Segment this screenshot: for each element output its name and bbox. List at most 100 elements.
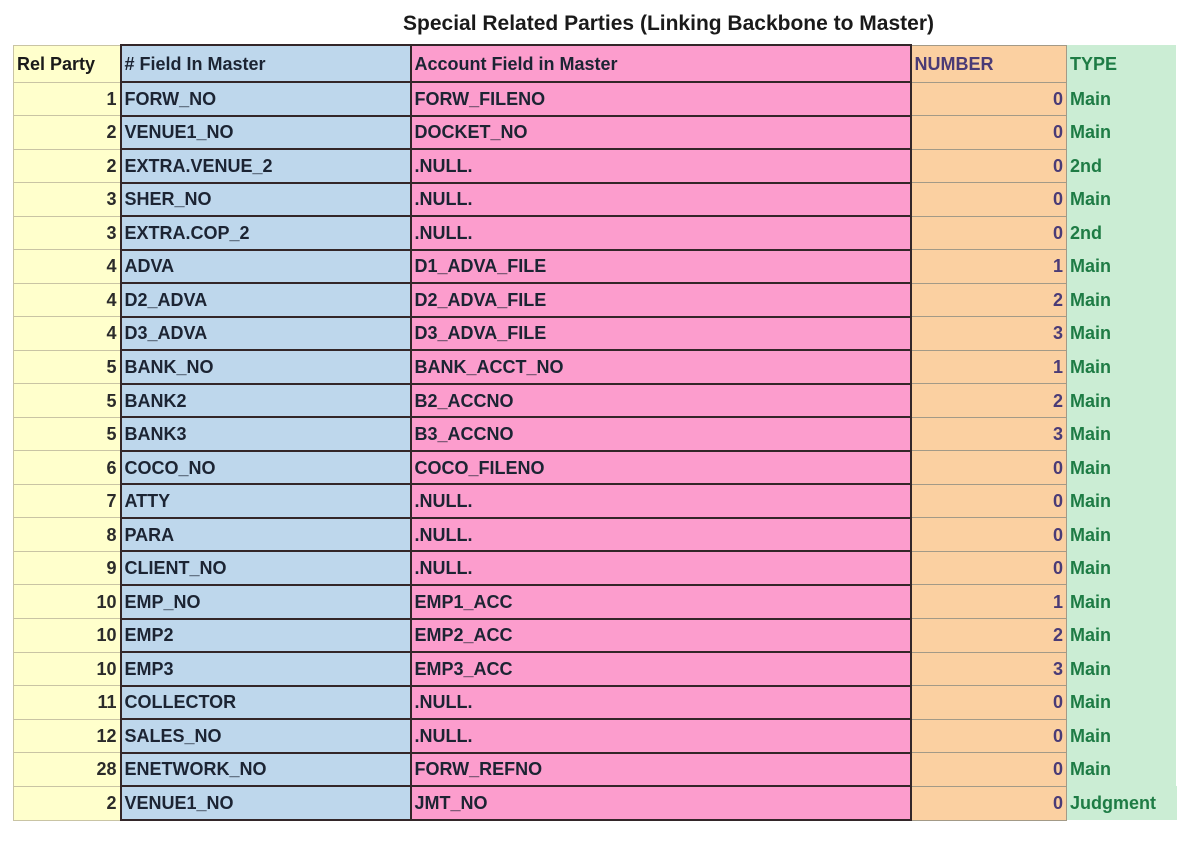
account-field-cell[interactable]: D2_ADVA_FILE — [409, 282, 912, 318]
rel-party-cell[interactable]: 11 — [13, 685, 121, 720]
account-field-cell[interactable]: .NULL. — [409, 516, 912, 553]
rel-party-cell[interactable]: 6 — [13, 450, 121, 485]
number-cell[interactable]: 0 — [910, 685, 1067, 720]
type-cell[interactable]: Main — [1066, 618, 1177, 653]
type-cell[interactable]: Main — [1066, 115, 1177, 150]
rel-party-cell[interactable]: 10 — [13, 618, 121, 653]
type-cell[interactable]: Main — [1066, 350, 1177, 384]
type-cell[interactable]: Main — [1066, 316, 1177, 351]
account-field-cell[interactable]: BANK_ACCT_NO — [409, 349, 912, 385]
number-cell[interactable]: 0 — [910, 148, 1067, 184]
rel-party-cell[interactable]: 3 — [13, 215, 121, 251]
field-in-master-cell[interactable]: COLLECTOR — [119, 684, 412, 721]
field-in-master-cell[interactable]: VENUE1_NO — [119, 785, 412, 821]
number-cell[interactable]: 0 — [910, 517, 1067, 552]
number-cell[interactable]: 1 — [910, 249, 1067, 284]
number-cell[interactable]: 0 — [910, 483, 1067, 519]
number-cell[interactable]: 0 — [910, 752, 1067, 787]
field-in-master-cell[interactable]: PARA — [119, 516, 412, 553]
field-in-master-cell[interactable]: ENETWORK_NO — [119, 751, 412, 788]
rel-party-cell[interactable]: 2 — [13, 785, 121, 821]
number-cell[interactable]: 1 — [910, 349, 1067, 385]
field-in-master-cell[interactable]: SHER_NO — [119, 181, 412, 218]
number-cell[interactable]: 0 — [910, 450, 1067, 485]
number-cell[interactable]: 1 — [910, 584, 1067, 619]
account-field-cell[interactable]: EMP1_ACC — [409, 583, 912, 620]
type-cell[interactable]: Main — [1066, 417, 1177, 451]
account-field-cell[interactable]: JMT_NO — [409, 785, 912, 821]
account-field-cell[interactable]: .NULL. — [409, 684, 912, 721]
rel-party-cell[interactable]: 4 — [13, 249, 121, 284]
field-in-master-cell[interactable]: COCO_NO — [119, 449, 412, 486]
type-cell[interactable]: Main — [1066, 719, 1177, 753]
rel-party-cell[interactable]: 8 — [13, 517, 121, 552]
account-field-cell[interactable]: .NULL. — [409, 718, 912, 754]
account-field-cell[interactable]: .NULL. — [409, 215, 912, 251]
number-cell[interactable]: 0 — [910, 550, 1067, 586]
rel-party-cell[interactable]: 5 — [13, 349, 121, 385]
rel-party-cell[interactable]: 4 — [13, 282, 121, 318]
rel-party-cell[interactable]: 10 — [13, 651, 121, 687]
field-in-master-cell[interactable]: EMP_NO — [119, 583, 412, 620]
number-cell[interactable]: 3 — [910, 651, 1067, 687]
number-cell[interactable]: 3 — [910, 416, 1067, 452]
account-field-cell[interactable]: FORW_REFNO — [409, 751, 912, 788]
rel-party-cell[interactable]: 5 — [13, 416, 121, 452]
type-cell[interactable]: Main — [1066, 249, 1177, 284]
header-number[interactable]: NUMBER — [910, 44, 1067, 83]
field-in-master-cell[interactable]: D2_ADVA — [119, 282, 412, 318]
number-cell[interactable]: 0 — [910, 182, 1067, 217]
field-in-master-cell[interactable]: CLIENT_NO — [119, 550, 412, 586]
account-field-cell[interactable]: EMP3_ACC — [409, 651, 912, 687]
field-in-master-cell[interactable]: D3_ADVA — [119, 315, 412, 352]
type-cell[interactable]: Main — [1066, 182, 1177, 217]
field-in-master-cell[interactable]: ATTY — [119, 483, 412, 519]
type-cell[interactable]: Main — [1066, 450, 1177, 485]
account-field-cell[interactable]: .NULL. — [409, 483, 912, 519]
header-rel-party[interactable]: Rel Party — [13, 44, 121, 83]
field-in-master-cell[interactable]: BANK3 — [119, 416, 412, 452]
rel-party-cell[interactable]: 7 — [13, 483, 121, 519]
field-in-master-cell[interactable]: ADVA — [119, 248, 412, 285]
account-field-cell[interactable]: B3_ACCNO — [409, 416, 912, 452]
type-cell[interactable]: 2nd — [1066, 216, 1177, 250]
rel-party-cell[interactable]: 9 — [13, 550, 121, 586]
field-in-master-cell[interactable]: EMP2 — [119, 617, 412, 654]
header-account-field[interactable]: Account Field in Master — [409, 44, 912, 83]
header-type[interactable]: TYPE — [1066, 45, 1177, 82]
account-field-cell[interactable]: D1_ADVA_FILE — [409, 248, 912, 285]
number-cell[interactable]: 3 — [910, 316, 1067, 351]
field-in-master-cell[interactable]: VENUE1_NO — [119, 114, 412, 151]
number-cell[interactable]: 2 — [910, 282, 1067, 318]
rel-party-cell[interactable]: 2 — [13, 148, 121, 184]
rel-party-cell[interactable]: 3 — [13, 182, 121, 217]
account-field-cell[interactable]: .NULL. — [409, 550, 912, 586]
account-field-cell[interactable]: .NULL. — [409, 148, 912, 184]
field-in-master-cell[interactable]: SALES_NO — [119, 718, 412, 754]
account-field-cell[interactable]: EMP2_ACC — [409, 617, 912, 654]
field-in-master-cell[interactable]: EMP3 — [119, 651, 412, 687]
type-cell[interactable]: Main — [1066, 82, 1177, 116]
rel-party-cell[interactable]: 12 — [13, 718, 121, 754]
header-field-in-master[interactable]: # Field In Master — [119, 44, 412, 83]
field-in-master-cell[interactable]: FORW_NO — [119, 81, 412, 117]
type-cell[interactable]: Main — [1066, 484, 1177, 518]
rel-party-cell[interactable]: 4 — [13, 316, 121, 351]
account-field-cell[interactable]: FORW_FILENO — [409, 81, 912, 117]
type-cell[interactable]: Main — [1066, 652, 1177, 686]
field-in-master-cell[interactable]: EXTRA.COP_2 — [119, 215, 412, 251]
rel-party-cell[interactable]: 5 — [13, 383, 121, 418]
rel-party-cell[interactable]: 28 — [13, 752, 121, 787]
number-cell[interactable]: 0 — [910, 718, 1067, 754]
rel-party-cell[interactable]: 2 — [13, 115, 121, 150]
account-field-cell[interactable]: .NULL. — [409, 181, 912, 218]
account-field-cell[interactable]: COCO_FILENO — [409, 449, 912, 486]
number-cell[interactable]: 2 — [910, 383, 1067, 418]
type-cell[interactable]: Main — [1066, 752, 1177, 787]
type-cell[interactable]: Main — [1066, 551, 1177, 585]
field-in-master-cell[interactable]: BANK_NO — [119, 349, 412, 385]
account-field-cell[interactable]: DOCKET_NO — [409, 114, 912, 151]
type-cell[interactable]: Main — [1066, 584, 1177, 619]
number-cell[interactable]: 0 — [910, 215, 1067, 251]
account-field-cell[interactable]: D3_ADVA_FILE — [409, 315, 912, 352]
